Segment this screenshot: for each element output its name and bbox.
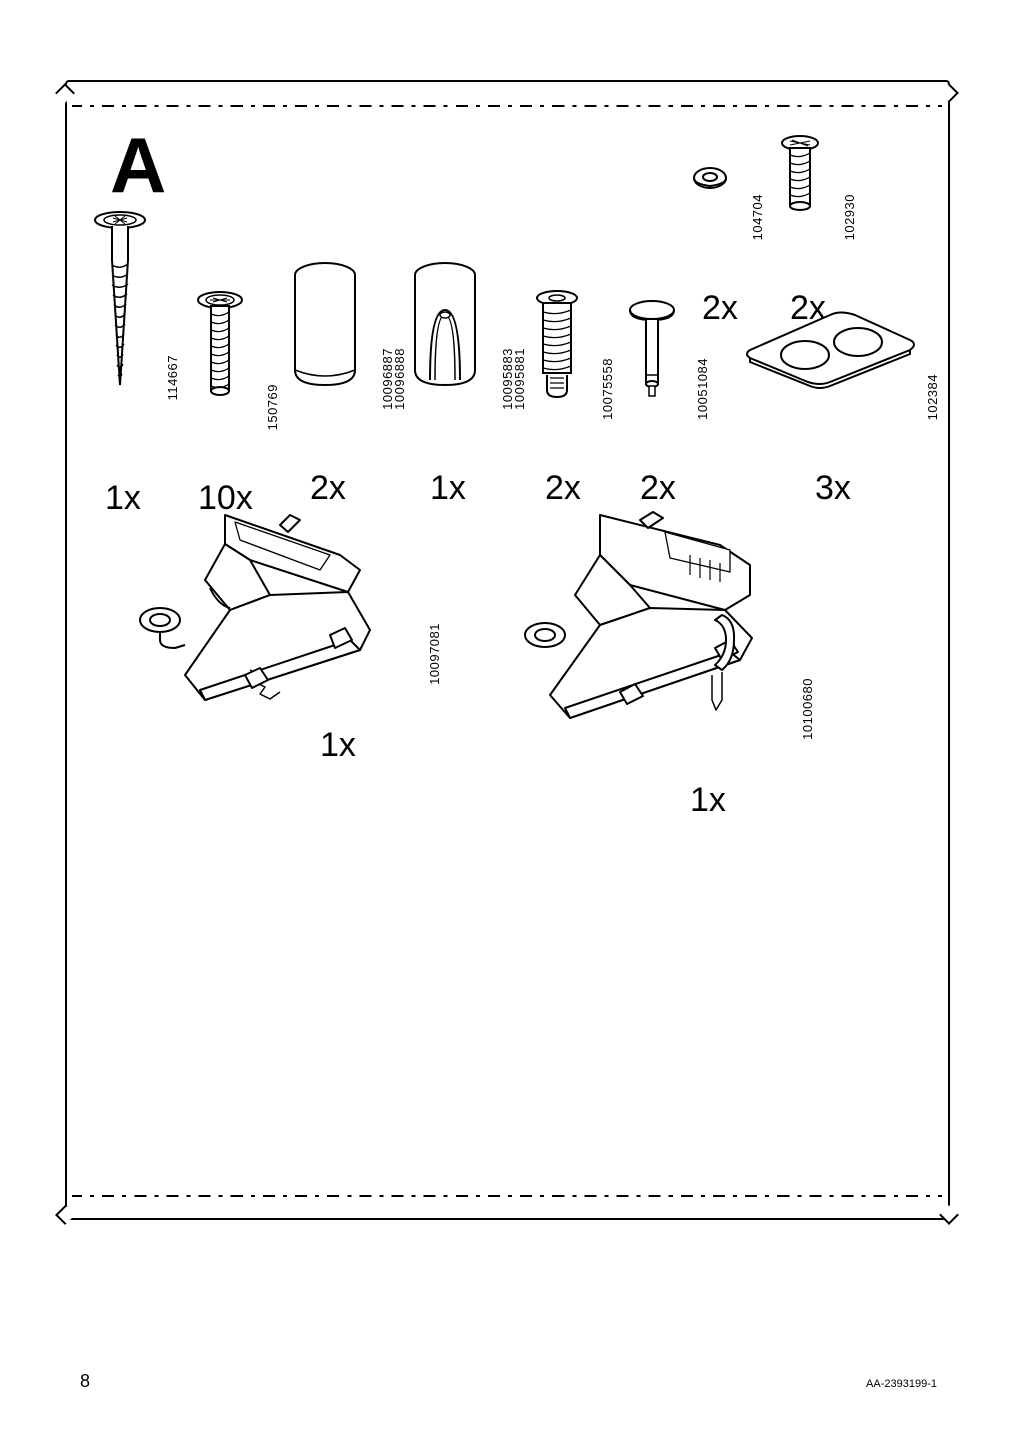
- t-pin-icon: [625, 300, 680, 400]
- part-item: 10100680 1x: [490, 500, 810, 810]
- part-number-label: 10097081: [427, 623, 442, 685]
- short-screw-icon: [775, 135, 825, 215]
- part-number-label: 150769: [265, 384, 280, 430]
- part-number-label: 114667: [165, 355, 180, 400]
- hinge-bracket-left-icon: [130, 500, 410, 730]
- part-item: 102930 2x: [775, 135, 855, 280]
- qty-label: 2x: [702, 289, 738, 328]
- part-item: 10096887 10096888 2x: [285, 260, 385, 460]
- part-number-label: 102384: [925, 374, 940, 420]
- plate-icon: [740, 300, 920, 390]
- machine-screw-icon: [190, 290, 250, 400]
- part-number-label: 10051084: [695, 358, 710, 420]
- part-item: 10075558 2x: [530, 290, 610, 460]
- part-item: 10051084 2x: [625, 300, 705, 460]
- washer-icon: [690, 160, 730, 200]
- bolt-stack-icon: [530, 290, 585, 400]
- dowel-arch-icon: [405, 260, 485, 390]
- part-item: 102384 3x: [740, 300, 940, 460]
- section-letter: A: [110, 120, 166, 211]
- page-number: 8: [80, 1371, 90, 1392]
- hinge-bracket-right-icon: [490, 500, 790, 760]
- part-number-label: 10095881: [512, 348, 527, 410]
- part-number-label: 102930: [842, 194, 857, 240]
- document-id: AA-2393199-1: [866, 1378, 937, 1390]
- part-item: 10095883 10095881 1x: [405, 260, 505, 460]
- fold-line-bottom: [72, 1195, 942, 1197]
- part-item: 150769 10x: [190, 290, 280, 470]
- dowel-cap-icon: [285, 260, 365, 390]
- qty-label: 1x: [320, 726, 356, 765]
- qty-label: 1x: [430, 469, 466, 508]
- part-item: 114667 1x: [85, 210, 175, 470]
- part-number-label: 104704: [750, 194, 765, 240]
- part-number-label: 10075558: [600, 358, 615, 420]
- part-item: 10097081 1x: [130, 500, 430, 780]
- fold-line-top: [72, 105, 942, 107]
- qty-label: 3x: [815, 469, 851, 508]
- part-number-label: 10100680: [800, 678, 815, 740]
- wood-screw-icon: [85, 210, 155, 390]
- qty-label: 1x: [690, 781, 726, 820]
- part-item: 104704 2x: [690, 160, 760, 280]
